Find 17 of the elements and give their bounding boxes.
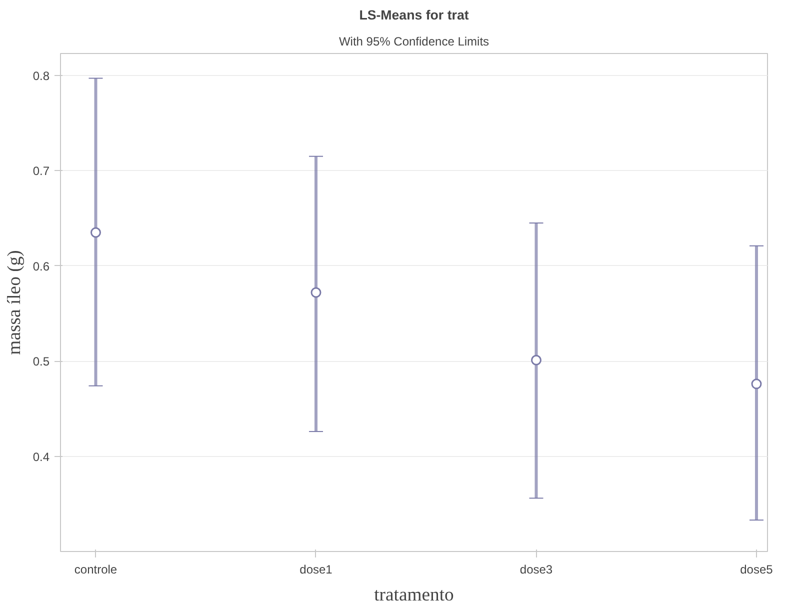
y-tick-label: 0.6 (32, 259, 50, 274)
chart-title: LS-Means for trat (359, 8, 470, 22)
x-tick-label: controle (74, 562, 118, 576)
point (530, 354, 542, 366)
y-tick-label: 0.7 (32, 164, 50, 178)
x-tick-label: dose1 (300, 562, 333, 576)
y-tick-label: 0.5 (32, 354, 50, 369)
point (90, 227, 101, 238)
point (751, 378, 762, 390)
y-axis-title: massa íleo (g) (4, 250, 25, 355)
x-tick-label: dose3 (520, 562, 553, 576)
x-tick-label: dose5 (740, 562, 774, 576)
y-tick-label: 0.4 (32, 450, 50, 464)
y-tick-label: 0.8 (32, 68, 50, 83)
point (310, 287, 322, 298)
x-axis-title: tratamento (374, 584, 454, 606)
chart-subtitle: With 95% Confidence Limits (338, 34, 490, 48)
